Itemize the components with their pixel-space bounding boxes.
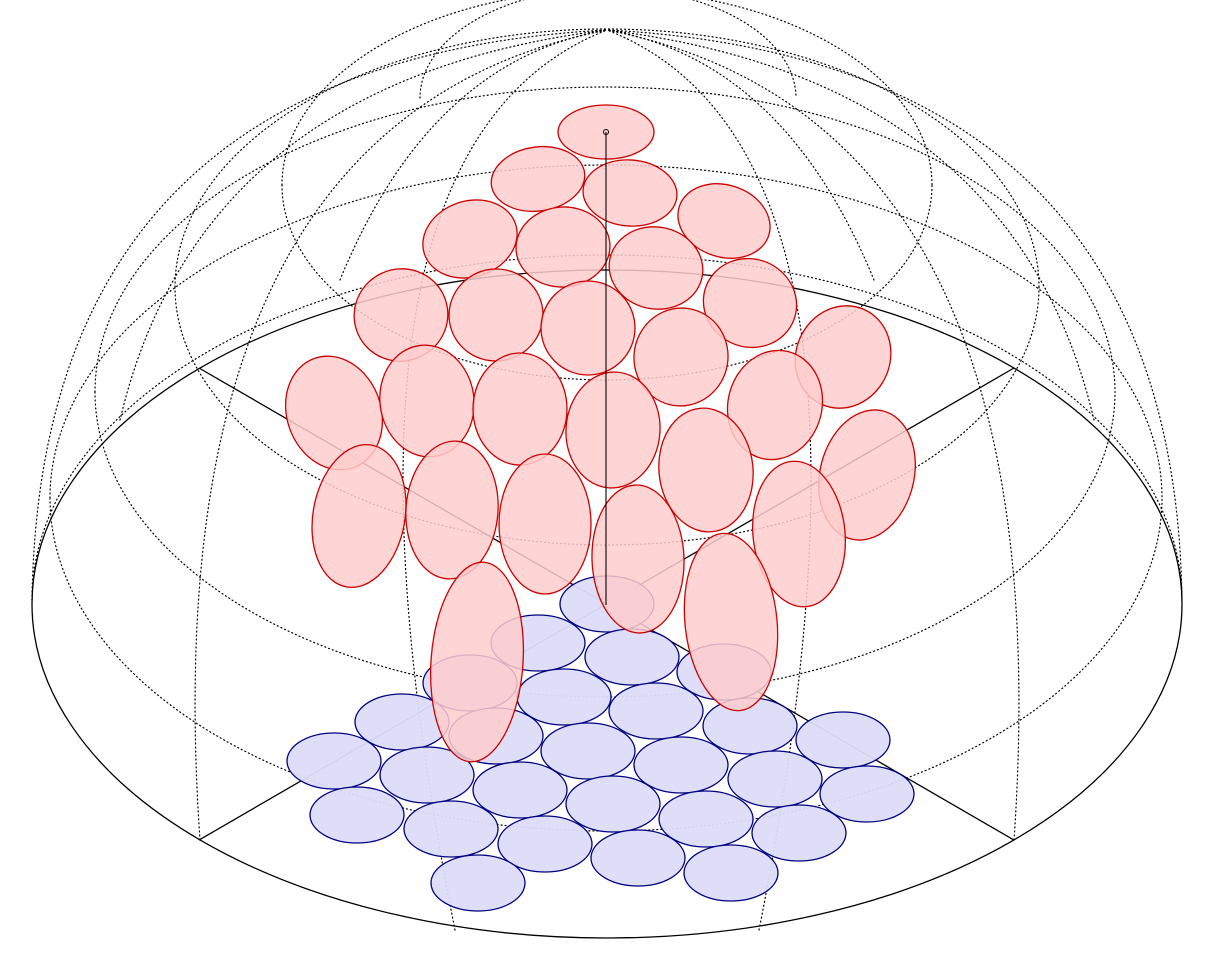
lower-cell	[309, 786, 405, 844]
lower-cell	[751, 804, 847, 862]
upper-cell	[633, 307, 729, 407]
lower-cell	[430, 854, 526, 912]
upper-cell	[565, 371, 661, 489]
upper-cell	[405, 440, 499, 580]
meridian	[606, 29, 875, 281]
lower-cell	[590, 829, 686, 887]
upper-cell	[498, 453, 592, 595]
lower-cell	[819, 765, 915, 823]
upper-cell	[702, 257, 798, 349]
meridian	[194, 29, 608, 841]
lower-cell	[795, 711, 891, 769]
latitude-ring	[419, 0, 797, 99]
lower-cell	[497, 815, 593, 873]
lower-cells-group	[286, 575, 915, 912]
upper-cell	[429, 561, 525, 763]
upper-cells-group	[284, 104, 916, 763]
upper-cell	[540, 280, 636, 376]
lower-cell	[658, 790, 754, 848]
lower-cell	[286, 732, 382, 790]
lower-cell	[565, 775, 661, 833]
upper-cell	[751, 460, 847, 608]
base-ellipse	[31, 269, 1183, 939]
upper-cell	[726, 349, 824, 461]
upper-cell	[818, 409, 916, 541]
upper-cell	[515, 206, 611, 288]
lower-cell	[403, 800, 499, 858]
meridian	[606, 29, 1095, 421]
upper-cell	[683, 532, 779, 712]
lower-cell	[472, 761, 568, 819]
lower-cell	[608, 682, 704, 740]
lower-cell	[540, 722, 636, 780]
latitude-ring	[174, 28, 1040, 288]
lower-cell	[584, 628, 680, 686]
upper-cell	[608, 226, 704, 310]
upper-cell	[472, 352, 568, 466]
lower-cell	[379, 746, 475, 804]
upper-cell	[591, 484, 685, 634]
meridian	[606, 29, 1020, 841]
lower-cell	[727, 750, 823, 808]
upper-cell	[311, 443, 407, 589]
lower-cell	[633, 736, 729, 794]
upper-cell	[658, 407, 754, 533]
meridian	[119, 29, 608, 421]
lower-cell	[683, 844, 779, 902]
latitude-ring	[31, 254, 1183, 601]
zenith-point	[603, 129, 609, 135]
upper-cell	[677, 183, 771, 259]
meridian	[339, 29, 608, 281]
meridian	[31, 29, 608, 601]
meridian	[606, 29, 1183, 601]
